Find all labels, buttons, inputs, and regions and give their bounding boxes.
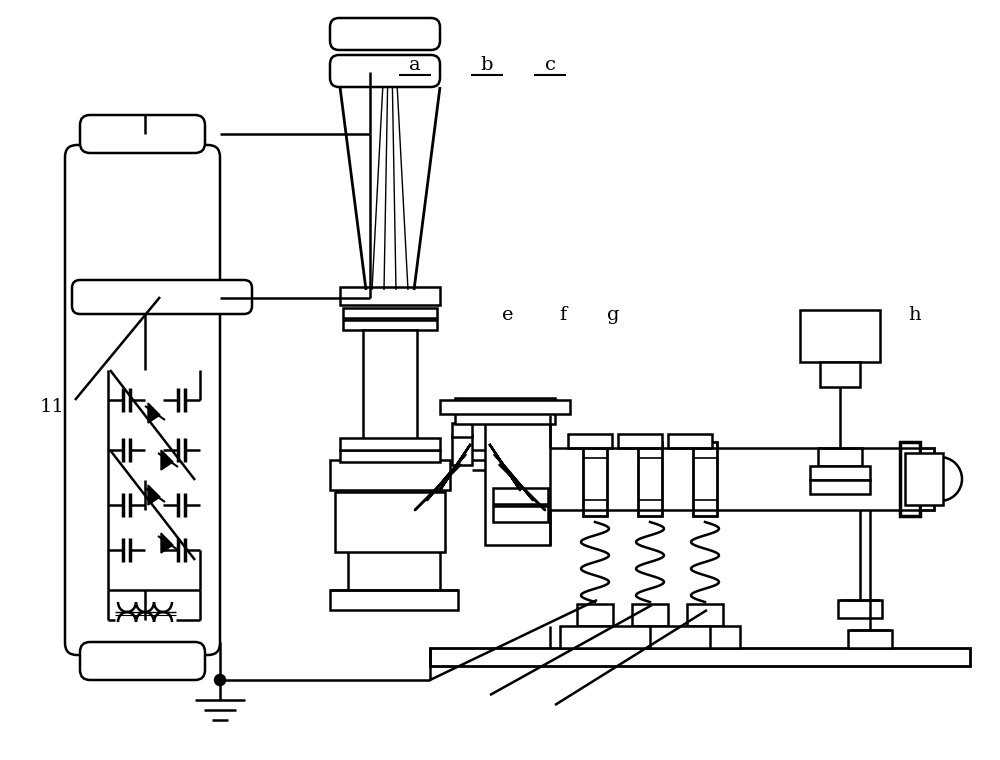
FancyBboxPatch shape	[72, 280, 252, 314]
Polygon shape	[161, 533, 173, 553]
Bar	[905, 453, 943, 505]
FancyBboxPatch shape	[65, 145, 220, 655]
FancyBboxPatch shape	[330, 55, 440, 87]
Bar	[493, 506, 548, 522]
Bar	[583, 442, 607, 516]
Bar	[493, 488, 548, 504]
Bar	[693, 442, 717, 516]
Bar	[343, 320, 437, 330]
Bar	[810, 480, 870, 494]
Bar	[838, 600, 882, 618]
Circle shape	[215, 675, 225, 685]
Bar	[632, 604, 668, 626]
Bar	[440, 400, 570, 414]
Bar	[340, 438, 440, 450]
Bar	[363, 330, 417, 470]
Polygon shape	[161, 450, 173, 470]
FancyBboxPatch shape	[330, 18, 440, 50]
Circle shape	[918, 457, 962, 501]
Text: b: b	[481, 55, 493, 74]
Polygon shape	[148, 485, 160, 505]
Bar	[335, 492, 445, 552]
Bar	[330, 460, 450, 490]
Text: f: f	[559, 306, 567, 325]
Text: c: c	[544, 55, 556, 74]
Bar	[452, 423, 472, 437]
Bar	[848, 630, 892, 648]
Bar	[920, 448, 934, 510]
Bar	[560, 626, 740, 648]
Bar	[800, 310, 880, 362]
Bar	[455, 410, 555, 424]
Text: e: e	[502, 306, 514, 325]
Bar	[343, 308, 437, 318]
FancyBboxPatch shape	[80, 115, 205, 153]
Bar	[687, 604, 723, 626]
Bar	[340, 287, 440, 305]
Bar	[820, 362, 860, 387]
Bar	[340, 450, 440, 462]
Bar	[330, 590, 458, 610]
Bar	[818, 448, 862, 466]
Text: h: h	[909, 306, 921, 325]
Bar	[430, 648, 970, 666]
Bar	[668, 434, 712, 448]
Text: g: g	[607, 306, 619, 325]
Bar	[618, 434, 662, 448]
Bar	[900, 442, 920, 516]
Polygon shape	[148, 403, 160, 423]
Text: 11: 11	[40, 397, 64, 416]
FancyBboxPatch shape	[80, 642, 205, 680]
Bar	[455, 398, 555, 410]
Bar	[485, 415, 550, 545]
Bar	[638, 442, 662, 516]
Bar	[568, 434, 612, 448]
Bar	[452, 435, 472, 465]
Bar	[577, 604, 613, 626]
Bar	[810, 466, 870, 480]
Text: a: a	[409, 55, 421, 74]
